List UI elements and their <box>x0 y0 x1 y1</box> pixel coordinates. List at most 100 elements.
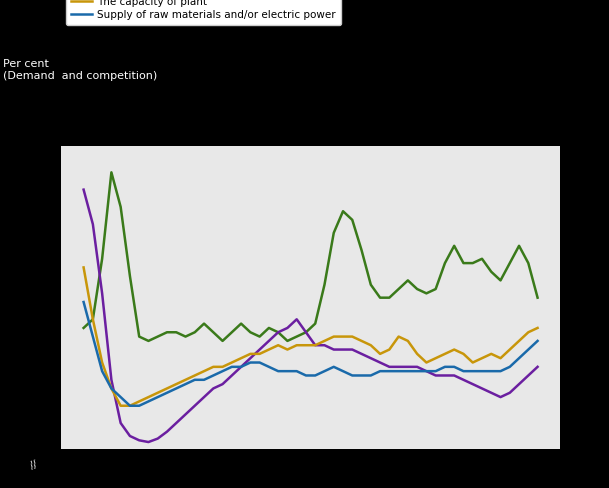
Supply of raw materials and/or electric power <box>385 368 393 374</box>
Supply of raw materials and/or electric power <box>247 360 254 366</box>
The capacity of plant <box>423 360 430 366</box>
The capacity of plant <box>451 346 458 352</box>
Demand and competition (left axis) <box>136 334 143 340</box>
Supply of raw materials and/or electric power <box>200 377 208 383</box>
Supply of raw materials and/or electric power <box>330 364 337 370</box>
Supply of raw materials and/or electric power <box>534 338 541 344</box>
Demand and competition (left axis) <box>469 260 476 266</box>
Supply of raw materials and/or electric power <box>228 364 236 370</box>
Demand and competition (left axis) <box>154 334 161 340</box>
The capacity of plant <box>358 338 365 344</box>
The capacity of plant <box>247 351 254 357</box>
Supply of labour <box>330 346 337 352</box>
Supply of raw materials and/or electric power <box>376 368 384 374</box>
Supply of labour <box>209 386 217 391</box>
Supply of raw materials and/or electric power <box>451 364 458 370</box>
Supply of raw materials and/or electric power <box>497 368 504 374</box>
The capacity of plant <box>228 360 236 366</box>
Supply of labour <box>238 364 245 370</box>
The capacity of plant <box>209 364 217 370</box>
The capacity of plant <box>182 377 189 383</box>
The capacity of plant <box>395 334 403 340</box>
Supply of labour <box>432 372 439 378</box>
Demand and competition (left axis) <box>330 230 337 236</box>
Demand and competition (left axis) <box>219 338 226 344</box>
Supply of labour <box>451 372 458 378</box>
Supply of raw materials and/or electric power <box>172 386 180 391</box>
Demand and competition (left axis) <box>228 329 236 335</box>
Supply of raw materials and/or electric power <box>488 368 495 374</box>
The capacity of plant <box>302 342 309 348</box>
Supply of raw materials and/or electric power <box>126 403 133 408</box>
Demand and competition (left axis) <box>497 278 504 284</box>
Demand and competition (left axis) <box>163 329 171 335</box>
Line: The capacity of plant: The capacity of plant <box>83 267 538 406</box>
Text: Per cent
(Demand  and competition): Per cent (Demand and competition) <box>3 59 157 81</box>
Demand and competition (left axis) <box>200 321 208 326</box>
Demand and competition (left axis) <box>506 260 513 266</box>
Demand and competition (left axis) <box>256 334 263 340</box>
Supply of labour <box>293 316 300 322</box>
Supply of raw materials and/or electric power <box>191 377 199 383</box>
The capacity of plant <box>117 403 124 408</box>
Demand and competition (left axis) <box>312 321 319 326</box>
Supply of raw materials and/or electric power <box>414 368 421 374</box>
Demand and competition (left axis) <box>209 329 217 335</box>
Supply of labour <box>525 372 532 378</box>
The capacity of plant <box>145 394 152 400</box>
Supply of raw materials and/or electric power <box>256 360 263 366</box>
Supply of labour <box>376 360 384 366</box>
Supply of labour <box>163 429 171 435</box>
The capacity of plant <box>488 351 495 357</box>
Line: Supply of labour: Supply of labour <box>83 190 538 442</box>
Supply of raw materials and/or electric power <box>302 372 309 378</box>
The capacity of plant <box>414 351 421 357</box>
Supply of labour <box>200 394 208 400</box>
Supply of labour <box>385 364 393 370</box>
Supply of labour <box>145 439 152 445</box>
The capacity of plant <box>506 346 513 352</box>
Line: Supply of raw materials and/or electric power: Supply of raw materials and/or electric … <box>83 302 538 406</box>
Demand and competition (left axis) <box>266 325 273 331</box>
Demand and competition (left axis) <box>99 256 106 262</box>
The capacity of plant <box>515 338 523 344</box>
The capacity of plant <box>432 355 439 361</box>
The capacity of plant <box>219 364 226 370</box>
Supply of labour <box>302 329 309 335</box>
Supply of raw materials and/or electric power <box>136 403 143 408</box>
The capacity of plant <box>163 386 171 391</box>
Supply of labour <box>172 420 180 426</box>
Supply of labour <box>423 368 430 374</box>
Supply of raw materials and/or electric power <box>460 368 467 374</box>
The capacity of plant <box>497 355 504 361</box>
The capacity of plant <box>191 372 199 378</box>
Supply of raw materials and/or electric power <box>99 368 106 374</box>
Supply of raw materials and/or electric power <box>209 372 217 378</box>
Demand and competition (left axis) <box>515 243 523 249</box>
Supply of raw materials and/or electric power <box>339 368 347 374</box>
Legend: Demand and competition (left axis), Supply of labour, The capacity of plant, Sup: Demand and competition (left axis), Supp… <box>66 0 341 25</box>
Supply of labour <box>275 329 282 335</box>
Supply of labour <box>89 221 96 227</box>
Supply of labour <box>497 394 504 400</box>
The capacity of plant <box>256 351 263 357</box>
Supply of labour <box>404 364 412 370</box>
Demand and competition (left axis) <box>293 334 300 340</box>
Demand and competition (left axis) <box>404 278 412 284</box>
The capacity of plant <box>154 390 161 396</box>
Demand and competition (left axis) <box>275 329 282 335</box>
Supply of labour <box>534 364 541 370</box>
Demand and competition (left axis) <box>348 217 356 223</box>
Supply of labour <box>367 355 375 361</box>
Demand and competition (left axis) <box>238 321 245 326</box>
Supply of labour <box>284 325 291 331</box>
Supply of raw materials and/or electric power <box>525 346 532 352</box>
Supply of raw materials and/or electric power <box>478 368 485 374</box>
Supply of raw materials and/or electric power <box>358 372 365 378</box>
Supply of raw materials and/or electric power <box>367 372 375 378</box>
Demand and competition (left axis) <box>423 290 430 296</box>
The capacity of plant <box>89 316 96 322</box>
Supply of raw materials and/or electric power <box>89 334 96 340</box>
The capacity of plant <box>312 342 319 348</box>
Demand and competition (left axis) <box>80 325 87 331</box>
